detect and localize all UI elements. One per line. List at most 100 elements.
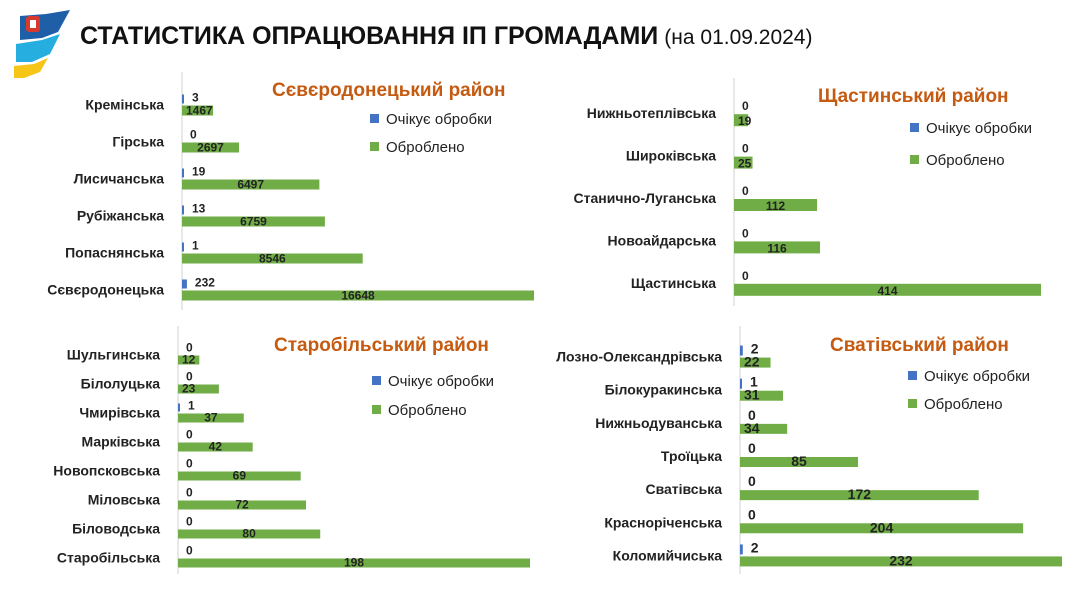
processed-bar [740, 523, 1024, 534]
pending-value-label: 0 [186, 457, 193, 471]
processed-value-label: 414 [877, 284, 897, 298]
processed-value-label: 85 [791, 453, 807, 469]
title-text: СТАТИСТИКА ОПРАЦЮВАННЯ ІП ГРОМАДАМИ [80, 22, 659, 50]
processed-bar [740, 423, 788, 434]
pending-value-label: 3 [192, 91, 199, 105]
category-label: Гірська [112, 134, 164, 150]
category-label: Шульгинська [67, 347, 160, 363]
chart-title: Сватівський район [830, 335, 1009, 356]
legend-label: Очікує обробки [386, 111, 492, 128]
processed-bar [734, 241, 821, 254]
processed-value-label: 112 [766, 199, 786, 213]
pending-value-label: 0 [748, 407, 756, 423]
processed-value-label: 2697 [197, 141, 224, 155]
pending-value-label: 0 [742, 142, 749, 156]
pending-bar [740, 544, 743, 555]
processed-bar [740, 390, 784, 401]
category-label: Марківська [81, 434, 160, 450]
processed-value-label: 37 [204, 411, 218, 425]
legend-swatch [908, 371, 917, 380]
processed-value-label: 1467 [186, 104, 213, 118]
category-label: Щастинська [631, 275, 716, 291]
pending-bar [740, 378, 742, 389]
processed-value-label: 25 [738, 157, 752, 171]
category-label: Красноріченська [604, 514, 722, 530]
processed-bar [740, 357, 771, 368]
processed-bar [178, 529, 321, 539]
processed-value-label: 34 [744, 420, 760, 436]
category-label: Кремінська [85, 97, 164, 113]
pending-value-label: 0 [186, 486, 193, 500]
pending-value-label: 1 [750, 374, 758, 390]
processed-value-label: 16648 [341, 289, 375, 303]
category-label: Попаснянська [65, 245, 164, 261]
processed-value-label: 69 [233, 469, 247, 483]
pending-bar [182, 94, 184, 104]
legend-swatch [372, 376, 381, 385]
legend-label: Очікує обробки [924, 368, 1030, 385]
legend-swatch [908, 399, 917, 408]
legend-swatch [370, 114, 379, 123]
pending-value-label: 0 [742, 99, 749, 113]
category-label: Сєвєродонецька [47, 282, 164, 298]
legend-swatch [372, 405, 381, 414]
processed-bar [734, 156, 753, 169]
processed-value-label: 198 [344, 556, 364, 570]
legend-label: Очікує обробки [926, 120, 1032, 137]
legend-label: Оброблено [386, 139, 465, 156]
pending-value-label: 19 [192, 165, 206, 179]
pending-value-label: 2 [751, 341, 759, 357]
processed-bar [182, 253, 363, 264]
processed-value-label: 72 [235, 498, 249, 512]
processed-bar [178, 442, 253, 452]
processed-bar [178, 471, 301, 481]
processed-bar [182, 142, 240, 153]
processed-value-label: 22 [744, 354, 760, 370]
category-label: Новоайдарська [608, 232, 717, 248]
processed-bar [734, 283, 1041, 296]
region-logo [12, 10, 70, 80]
pending-value-label: 0 [742, 184, 749, 198]
processed-value-label: 6759 [240, 215, 267, 229]
pending-value-label: 13 [192, 202, 206, 216]
pending-value-label: 0 [186, 515, 193, 529]
processed-bar [182, 105, 214, 116]
legend-swatch [370, 142, 379, 151]
pending-value-label: 0 [748, 506, 756, 522]
category-label: Коломийчиська [613, 547, 723, 563]
category-label: Сватівська [645, 481, 722, 497]
category-label: Біловодська [72, 521, 160, 537]
pending-value-label: 1 [192, 239, 199, 253]
category-label: Широківська [626, 148, 716, 164]
processed-bar [178, 384, 219, 394]
chart-title: Щастинський район [818, 86, 1009, 107]
processed-value-label: 31 [744, 387, 760, 403]
category-label: Троїцька [661, 448, 722, 464]
legend-label: Оброблено [926, 152, 1005, 169]
category-label: Міловська [88, 492, 160, 508]
pending-bar [740, 345, 743, 356]
pending-value-label: 0 [742, 269, 749, 283]
category-label: Старобільська [57, 550, 160, 566]
legend-swatch [910, 123, 919, 132]
pending-value-label: 0 [186, 341, 193, 355]
pending-bar [182, 168, 184, 178]
category-label: Новопсковська [53, 463, 160, 479]
processed-value-label: 172 [848, 486, 872, 502]
category-label: Нижньотеплівська [587, 105, 716, 121]
processed-value-label: 232 [889, 552, 913, 568]
processed-value-label: 204 [870, 519, 894, 535]
processed-value-label: 116 [767, 241, 787, 255]
page-title: СТАТИСТИКА ОПРАЦЮВАННЯ ІП ГРОМАДАМИ (на 0… [80, 22, 812, 51]
category-label: Станично-Луганська [574, 190, 717, 206]
category-label: Чмирівська [79, 405, 160, 421]
processed-bar [734, 199, 818, 211]
chart-title: Сєвєродонецький район [272, 80, 506, 101]
pending-bar [182, 205, 184, 215]
processed-bar [740, 490, 979, 501]
processed-bar [182, 216, 325, 227]
pending-bar [182, 279, 187, 289]
pending-value-label: 0 [186, 544, 193, 558]
processed-bar [178, 500, 306, 510]
